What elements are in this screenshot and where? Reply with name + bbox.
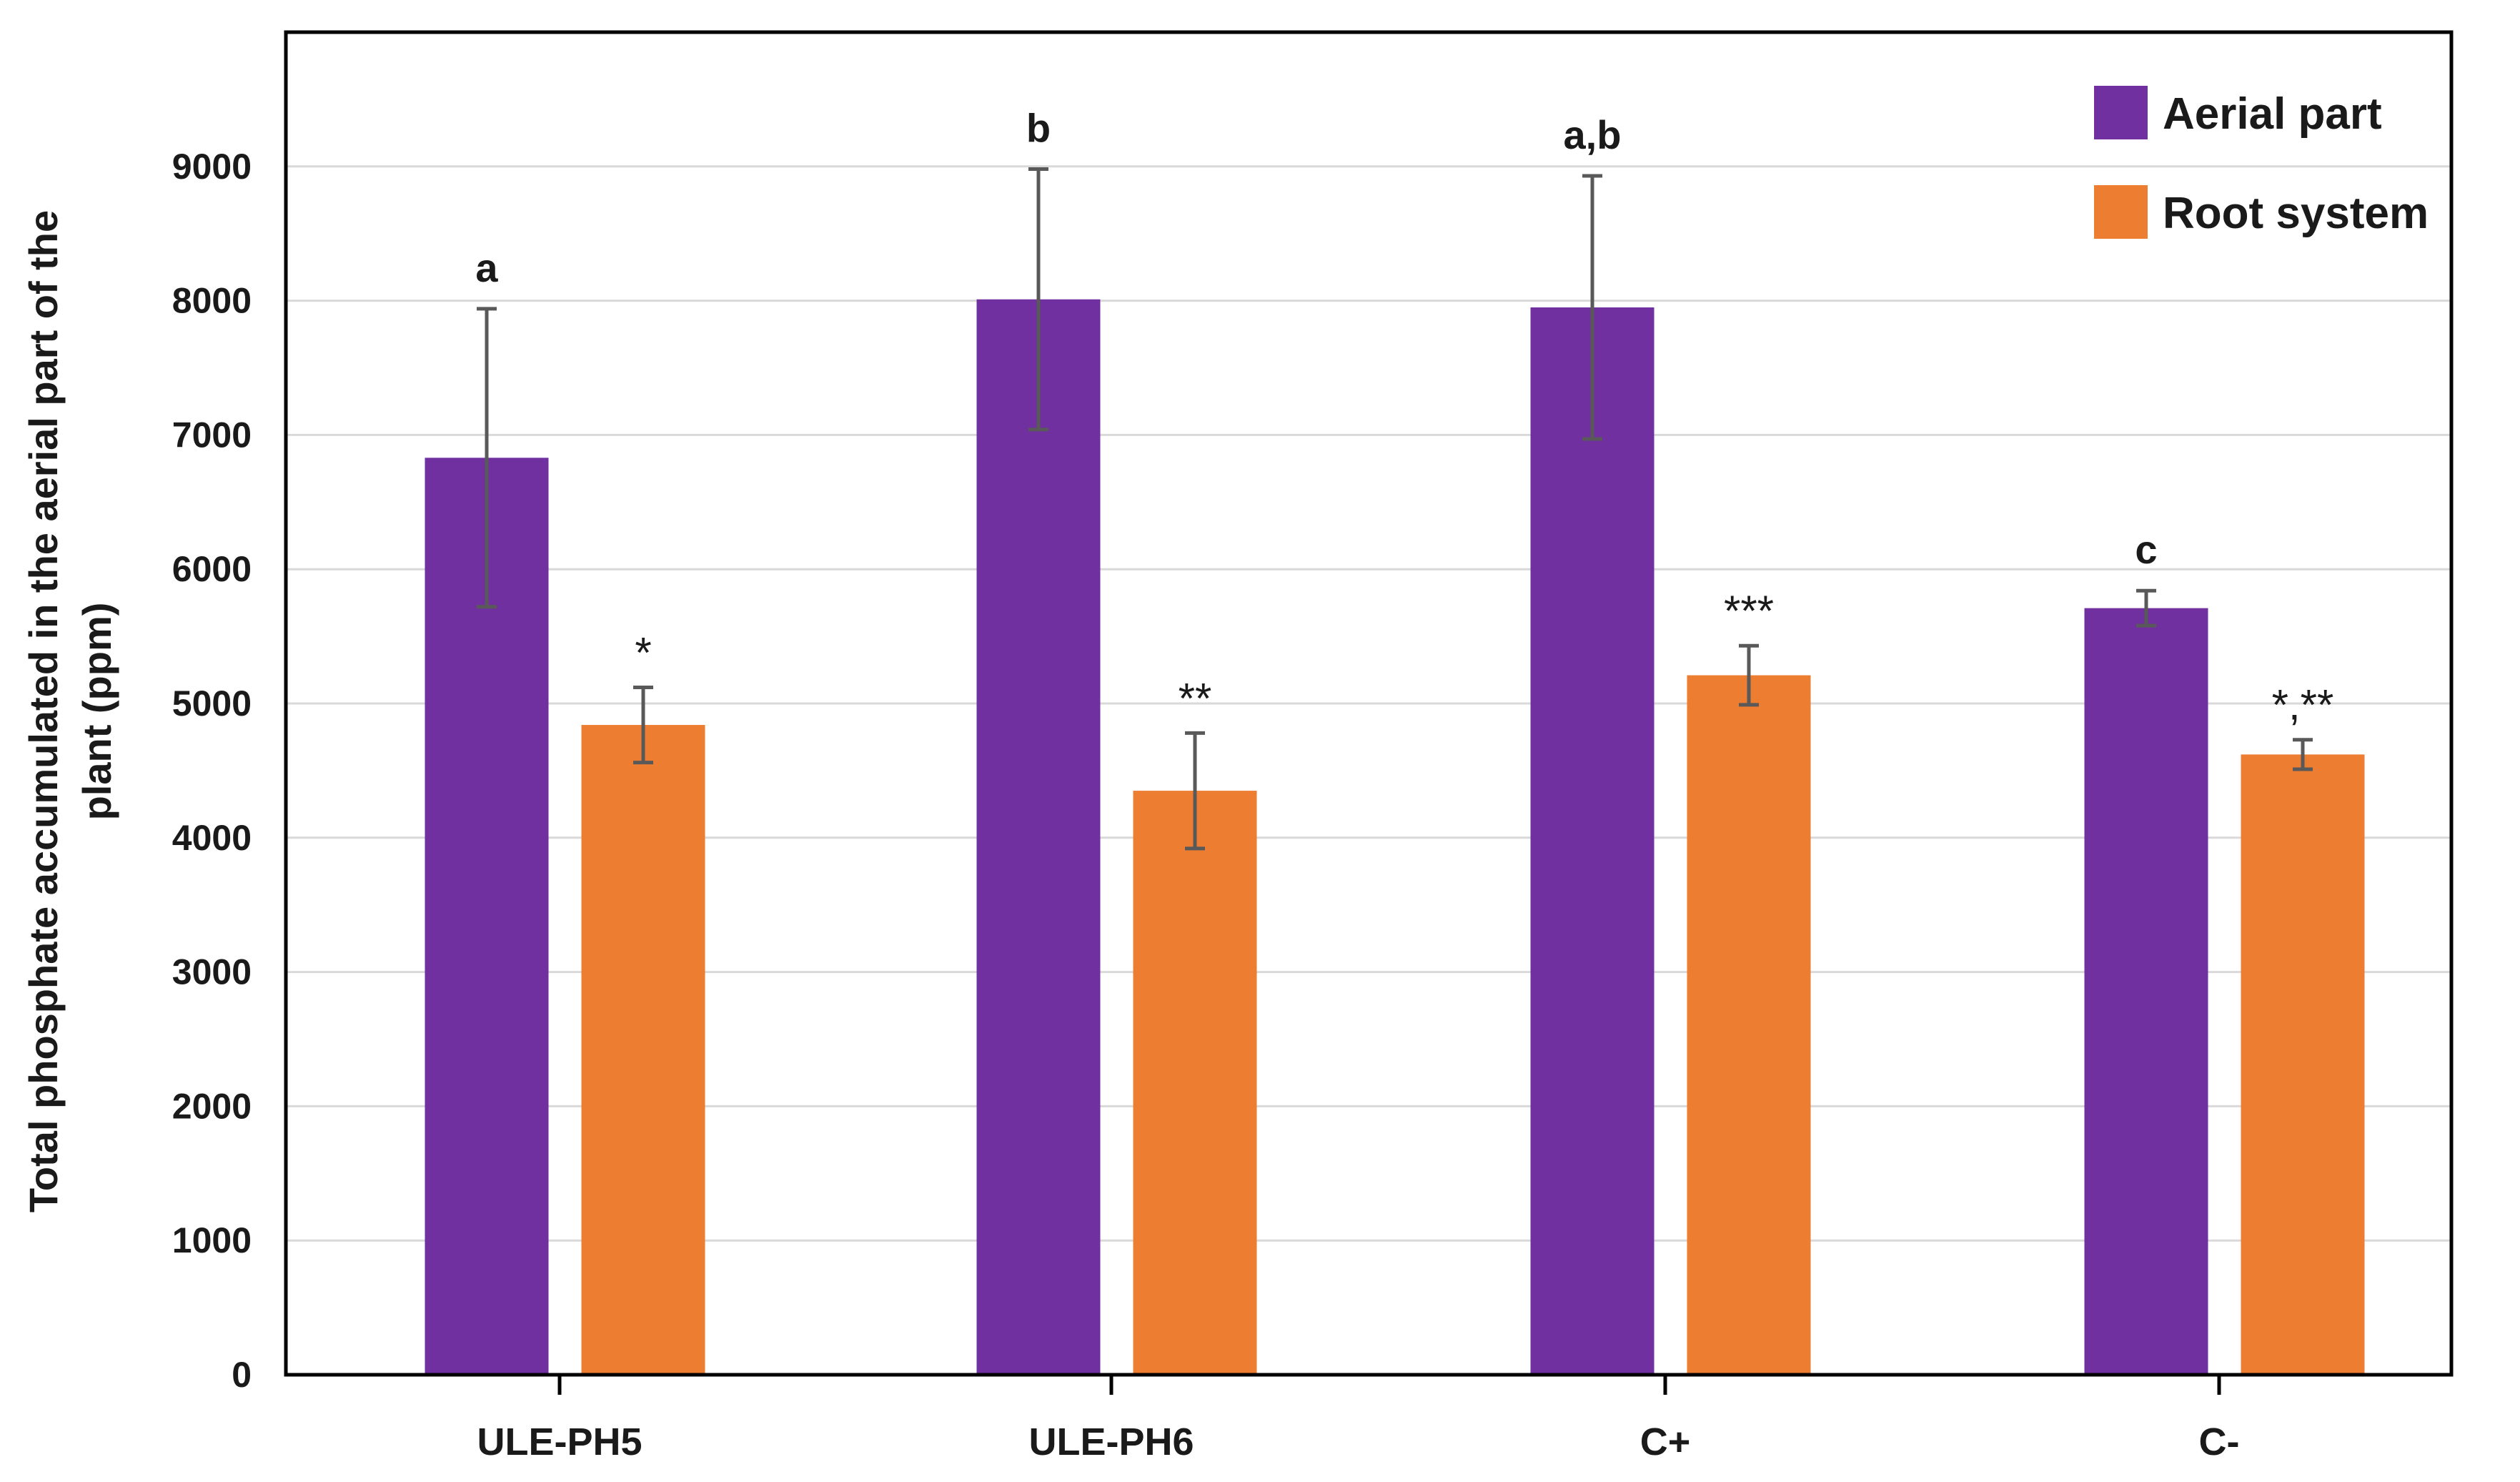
error-bar xyxy=(477,307,497,609)
error-bar xyxy=(2136,588,2156,628)
significance-labels: ab a,bc*******,** xyxy=(475,106,2333,729)
error-bar xyxy=(1028,167,1048,432)
error-bars xyxy=(477,167,2313,851)
y-tick-label: 8000 xyxy=(172,281,252,321)
legend-swatch xyxy=(2094,86,2148,139)
x-tick-label: C- xyxy=(2199,1421,2240,1463)
x-tick-label: ULE-PH6 xyxy=(1028,1421,1194,1463)
error-bar xyxy=(1185,731,1205,851)
bar-root-system-c xyxy=(2241,754,2365,1375)
significance-label: a,b xyxy=(1564,112,1622,157)
bar-aerial-part-c xyxy=(1530,307,1655,1375)
significance-label: * xyxy=(635,628,651,676)
plot-area-frame xyxy=(284,30,2454,1377)
bar-root-system-uleph5 xyxy=(581,725,705,1375)
x-tick-label: ULE-PH5 xyxy=(477,1421,642,1463)
y-tick-label: 7000 xyxy=(172,415,252,455)
y-tick-label: 4000 xyxy=(172,818,252,858)
legend-label: Aerial part xyxy=(2163,89,2382,139)
legend-item: Aerial part xyxy=(2094,86,2382,139)
significance-label: ** xyxy=(1179,674,1212,722)
significance-label: *,** xyxy=(2272,681,2334,729)
legend: Aerial part Root system xyxy=(2094,86,2429,239)
y-axis-title-line: Total phosphate accumulated in the aeria… xyxy=(21,210,66,1212)
significance-label: *** xyxy=(1724,587,1774,635)
x-tick-label: C+ xyxy=(1640,1421,1691,1463)
y-tick-label: 6000 xyxy=(172,549,252,589)
error-bar xyxy=(1739,643,1759,707)
y-tick-label: 9000 xyxy=(172,147,252,187)
y-tick-label: 5000 xyxy=(172,683,252,723)
bar-aerial-part-uleph6 xyxy=(976,299,1101,1375)
bar-root-system-c xyxy=(1687,675,1811,1375)
y-tick-label: 1000 xyxy=(172,1220,252,1260)
error-bar xyxy=(1582,174,1602,441)
bar-aerial-part-c xyxy=(2084,608,2208,1375)
legend-label: Root system xyxy=(2163,189,2429,238)
y-axis-title-line: plant (ppm) xyxy=(74,603,119,821)
significance-label: b xyxy=(1026,106,1051,151)
bar-aerial-part-uleph5 xyxy=(425,458,549,1375)
bar-root-system-uleph6 xyxy=(1133,791,1257,1375)
x-axis-ticks: ULE-PH5 ULE-PH6 C+ C- xyxy=(477,1375,2239,1463)
y-tick-label: 0 xyxy=(232,1355,252,1395)
y-axis-title: Total phosphate accumulated in the aeria… xyxy=(21,210,119,1212)
bars xyxy=(425,299,2365,1375)
significance-label: a xyxy=(475,245,498,290)
y-tick-label: 3000 xyxy=(172,952,252,992)
significance-label: c xyxy=(2135,527,2157,572)
legend-item: Root system xyxy=(2094,185,2429,239)
y-tick-label: 2000 xyxy=(172,1086,252,1126)
y-axis-ticks: 0 1000 2000 3000 4000 5000 6000 7000 8000 9000 xyxy=(172,147,252,1395)
legend-swatch xyxy=(2094,185,2148,239)
error-bar xyxy=(633,685,653,765)
error-bar xyxy=(2293,738,2313,771)
